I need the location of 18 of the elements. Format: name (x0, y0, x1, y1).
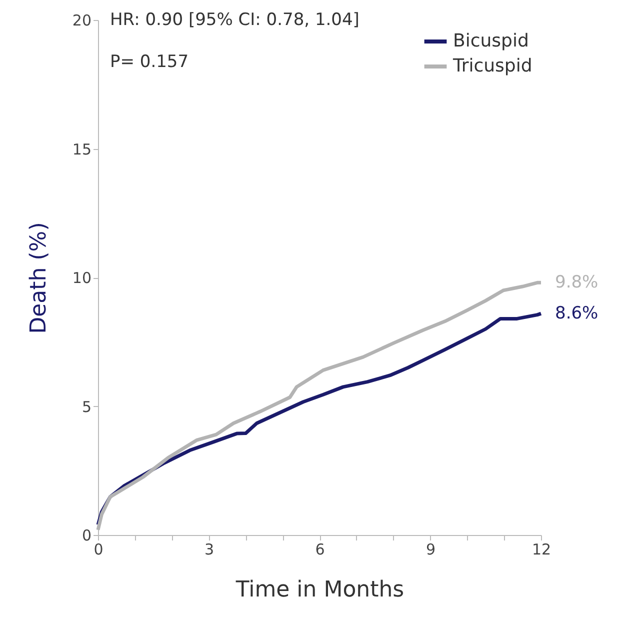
annotation: 9.8% (555, 272, 598, 293)
y-tick-label: 10 (72, 269, 92, 287)
legend-label: Bicuspid (453, 30, 529, 52)
y-tick-label: 20 (72, 12, 92, 30)
x-tick-label: 9 (426, 540, 436, 558)
legend-label: Tricuspid (452, 56, 532, 76)
annotation: 8.6% (555, 304, 598, 324)
x-tick-label: 12 (532, 540, 552, 558)
y-axis-title: Death (%) (26, 222, 52, 334)
x-tick-label: 0 (94, 540, 104, 558)
y-tick-label: 15 (72, 140, 92, 158)
y-tick-label: 0 (82, 526, 92, 544)
x-tick-label: 3 (204, 540, 214, 558)
annotation: HR: 0.90 [95% CI: 0.78, 1.04] (110, 10, 360, 30)
x-tick-label: 6 (315, 540, 325, 558)
annotation: P= 0.157 (110, 52, 189, 72)
x-axis-title: Time in Months (234, 578, 404, 602)
y-tick-label: 5 (82, 398, 92, 416)
